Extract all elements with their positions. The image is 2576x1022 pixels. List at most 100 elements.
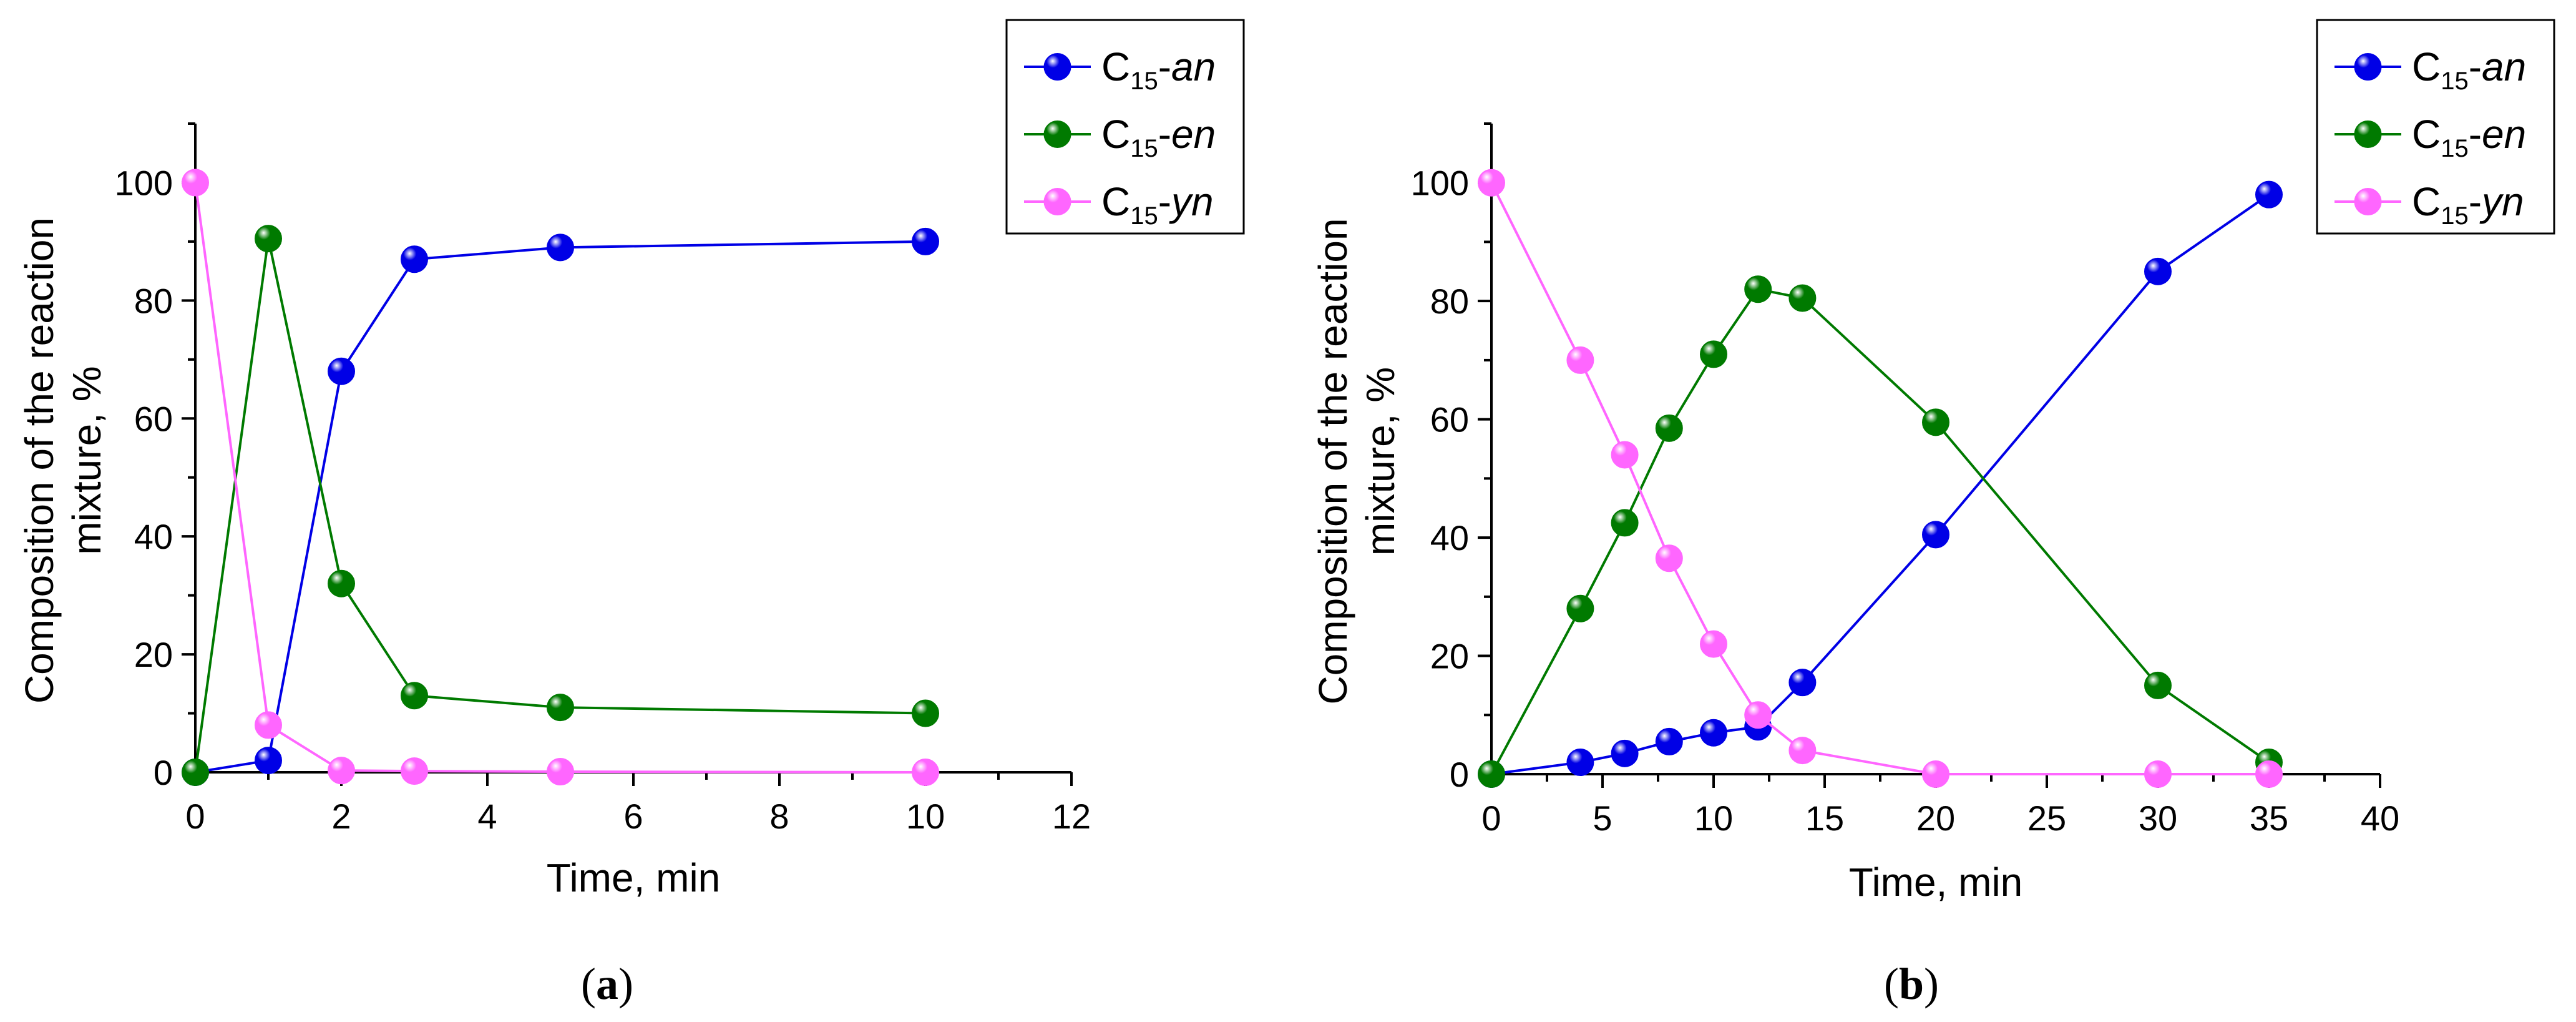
x-tick-label: 10 <box>906 797 945 836</box>
legend: C15-an C15-en C15-yn <box>1005 19 1245 235</box>
data-point-yn <box>547 758 574 786</box>
x-axis-label: Time, min <box>1849 860 2023 905</box>
data-point-an <box>1788 669 1817 697</box>
data-point-yn <box>1478 169 1505 197</box>
data-point-yn <box>1788 737 1817 765</box>
data-point-yn <box>1922 760 1949 788</box>
data-point-en <box>255 225 282 253</box>
y-tick-label: 60 <box>134 399 173 438</box>
x-tick-label: 35 <box>2250 798 2288 838</box>
data-point-an <box>2144 257 2172 285</box>
legend-marker-yn <box>2354 188 2382 215</box>
series-line-en <box>1490 288 2270 775</box>
data-point-yn <box>1744 701 1772 729</box>
x-tick-label: 0 <box>1481 798 1501 838</box>
legend-marker-an <box>2354 53 2382 81</box>
y-tick-label: 100 <box>1411 164 1469 203</box>
series-line-yn <box>194 182 926 774</box>
data-point-yn <box>255 711 282 739</box>
chart-panel-a: 0 2 4 6 8 10 12 0 20 40 60 80 100 Time, min Compositio… <box>17 19 1245 1009</box>
y-axis-label-line: mixture, % <box>1358 367 1403 556</box>
y-axis-label: Composition of the reactionmixture, % <box>17 217 109 704</box>
panel-caption: (a) <box>581 959 633 1009</box>
series-line-yn <box>1490 182 2269 775</box>
legend-label-an: C15-an <box>2412 44 2526 95</box>
x-tick-label: 15 <box>1805 798 1844 838</box>
data-point-an <box>547 233 574 262</box>
data-point-yn <box>1566 346 1594 374</box>
y-tick-label: 0 <box>1450 755 1469 794</box>
legend-marker-en <box>2354 120 2382 148</box>
data-point-en <box>1788 284 1817 312</box>
y-tick-label: 60 <box>1430 400 1469 440</box>
x-tick-label: 2 <box>331 797 351 836</box>
data-point-an <box>1611 739 1639 767</box>
data-point-yn <box>2144 760 2172 788</box>
data-point-en <box>182 759 209 786</box>
data-point-en <box>1922 408 1949 436</box>
x-tick-label: 20 <box>1916 798 1955 838</box>
data-point-an <box>1655 727 1683 755</box>
series-line-en <box>194 238 926 773</box>
data-point-an <box>912 227 939 255</box>
data-point-en <box>328 569 355 597</box>
y-axis-label-line: Composition of the reaction <box>17 217 62 704</box>
x-axis-label: Time, min <box>547 855 721 900</box>
y-tick-label: 20 <box>134 635 173 674</box>
data-point-yn <box>1611 441 1639 469</box>
data-point-en <box>912 699 939 727</box>
data-point-yn <box>328 757 355 785</box>
y-axis-label-line: mixture, % <box>64 366 109 554</box>
y-tick-label: 80 <box>1430 282 1469 321</box>
data-point-an <box>255 747 282 775</box>
data-point-yn <box>182 169 209 197</box>
legend-marker-en <box>1043 120 1071 148</box>
data-point-an <box>328 357 355 385</box>
data-point-yn <box>912 759 939 786</box>
data-point-en <box>547 694 574 722</box>
x-tick-label: 0 <box>185 797 205 836</box>
data-point-en <box>1611 509 1639 537</box>
series-line-an <box>1491 194 2270 775</box>
y-axis-label-line: Composition of the reaction <box>1310 218 1355 704</box>
data-point-yn <box>1700 630 1727 658</box>
data-point-en <box>1566 594 1594 622</box>
data-point-yn <box>401 757 428 785</box>
data-point-en <box>2144 671 2172 699</box>
y-tick-label: 0 <box>154 753 173 792</box>
data-point-an <box>401 245 428 273</box>
y-tick-label: 40 <box>134 517 173 556</box>
data-point-yn <box>2255 760 2283 788</box>
x-tick-label: 10 <box>1694 798 1733 838</box>
y-axis-label: Composition of the reactionmixture, % <box>1310 218 1403 704</box>
x-tick-label: 40 <box>2361 798 2399 838</box>
legend-label-en: C15-en <box>2412 112 2526 162</box>
series-line-an <box>195 240 926 774</box>
y-tick-label: 40 <box>1430 518 1469 558</box>
x-tick-label: 12 <box>1052 797 1091 836</box>
data-point-en <box>401 682 428 710</box>
legend-label-en: C15-en <box>1101 112 1216 162</box>
legend-label-yn: C15-yn <box>1101 179 1214 230</box>
x-tick-label: 6 <box>623 797 643 836</box>
data-point-en <box>1478 760 1505 788</box>
panel-caption: (b) <box>1884 959 1939 1009</box>
data-point-an <box>1700 719 1727 747</box>
legend-marker-yn <box>1043 188 1071 215</box>
data-point-an <box>2255 180 2283 209</box>
x-tick-label: 4 <box>477 797 497 836</box>
x-tick-label: 25 <box>2027 798 2066 838</box>
chart-panel-b: 0 5 10 15 20 25 30 35 40 0 20 40 60 80 100 Time, min Com… <box>1310 19 2555 1009</box>
data-point-en <box>1744 275 1772 303</box>
x-tick-label: 8 <box>769 797 789 836</box>
legend-label-yn: C15-yn <box>2412 179 2524 230</box>
legend-label-an: C15-an <box>1101 44 1216 95</box>
x-tick-label: 30 <box>2139 798 2177 838</box>
data-point-en <box>1700 340 1727 368</box>
data-point-en <box>1655 414 1683 442</box>
legend-marker-an <box>1043 53 1071 81</box>
legend: C15-an C15-en C15-yn <box>2316 19 2555 235</box>
data-point-an <box>1922 521 1949 549</box>
y-tick-label: 80 <box>134 281 173 320</box>
